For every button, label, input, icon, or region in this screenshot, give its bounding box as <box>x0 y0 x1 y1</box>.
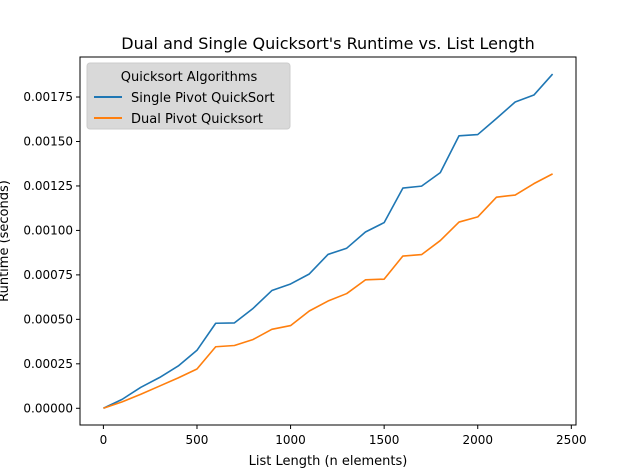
x-tick-label: 500 <box>186 433 209 447</box>
legend: Quicksort Algorithms Single Pivot QuickS… <box>86 62 291 130</box>
y-tick-label: 0.00100 <box>23 223 73 237</box>
y-axis-label: Runtime (seconds) <box>0 180 12 302</box>
series-line-dual-pivot <box>103 173 553 410</box>
x-tick-label: 1500 <box>369 433 400 447</box>
x-tick-label: 0 <box>100 433 108 447</box>
series-line-single-pivot <box>103 73 554 410</box>
y-tick-label: 0.00075 <box>23 268 73 282</box>
legend-box <box>86 62 291 130</box>
y-tick-label: 0.00000 <box>23 401 73 415</box>
y-axis: 0.00000 0.00025 0.00050 0.00075 0.00100 0.001… <box>23 90 80 415</box>
x-tick-label: 1000 <box>275 433 306 447</box>
legend-title: Quicksort Algorithms <box>121 70 258 85</box>
plot-frame <box>79 56 577 426</box>
legend-label-dual: Dual Pivot Quicksort <box>131 112 263 127</box>
x-axis: 0 500 1000 1500 2000 2500 <box>100 425 587 447</box>
legend-label-single: Single Pivot QuickSort <box>131 91 275 106</box>
chart-title: Dual and Single Quicksort's Runtime vs. … <box>121 34 534 53</box>
y-tick-label: 0.00175 <box>23 90 73 104</box>
y-tick-label: 0.00150 <box>23 134 73 148</box>
y-tick-label: 0.00050 <box>23 312 73 326</box>
x-axis-label: List Length (n elements) <box>249 454 408 469</box>
y-tick-label: 0.00125 <box>23 179 73 193</box>
y-tick-label: 0.00025 <box>23 357 73 371</box>
plot-lines <box>103 73 554 410</box>
x-tick-label: 2000 <box>462 433 493 447</box>
x-tick-label: 2500 <box>556 433 587 447</box>
